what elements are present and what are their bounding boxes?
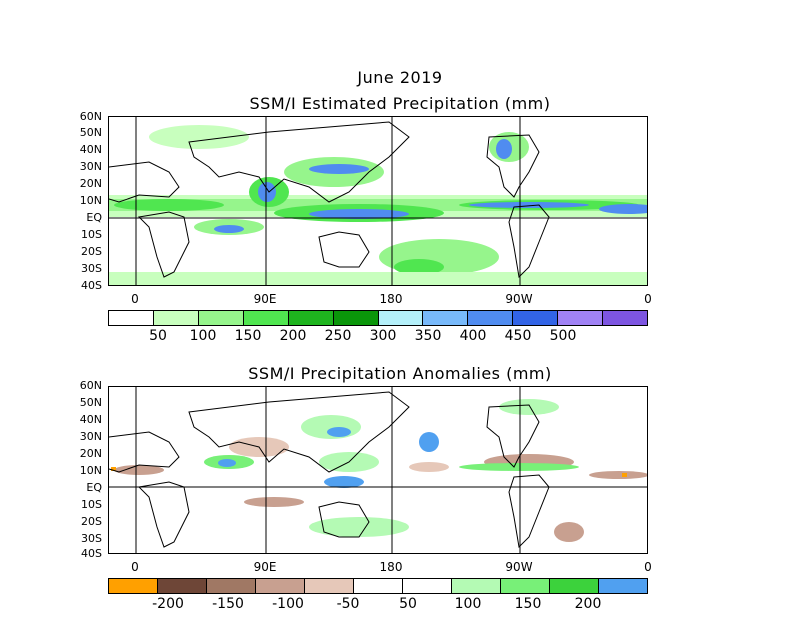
top-colorbar — [108, 310, 648, 326]
bottom-cbar-label-100: 100 — [454, 596, 482, 612]
bottom-cbar-label-200: 200 — [574, 596, 602, 612]
bottom-cbar-label-m50: -50 — [336, 596, 360, 612]
top-lon-180: 180 — [379, 292, 403, 306]
header-title: June 2019 — [357, 68, 443, 87]
bottom-colorbar-swatch — [207, 579, 256, 593]
bottom-map-graphic — [109, 387, 647, 553]
bottom-lon-90e: 90E — [253, 560, 277, 574]
bottom-cbar-label-m200: -200 — [152, 596, 184, 612]
top-colorbar-swatch — [468, 311, 514, 325]
top-colorbar-swatch — [513, 311, 559, 325]
top-map-graphic — [109, 117, 647, 285]
bottom-lat-10s: 10S — [81, 498, 102, 511]
top-cbar-label-450: 450 — [504, 328, 532, 344]
top-map-gridlines — [109, 117, 647, 285]
top-map-precip-fields — [109, 125, 647, 285]
bottom-cbar-label-150: 150 — [514, 596, 542, 612]
bottom-cbar-label-m100: -100 — [272, 596, 304, 612]
bottom-lat-eq: EQ — [86, 481, 102, 494]
top-colorbar-swatch — [243, 311, 289, 325]
bottom-colorbar-swatch — [550, 579, 599, 593]
top-colorbar-swatch — [423, 311, 469, 325]
top-lon-0-east: 0 — [644, 292, 652, 306]
bottom-lat-30s: 30S — [81, 532, 102, 545]
bottom-colorbar-swatch — [256, 579, 305, 593]
bottom-map-coastlines — [109, 391, 550, 549]
top-cbar-label-50: 50 — [149, 328, 167, 344]
top-lat-eq: EQ — [86, 211, 102, 224]
bottom-lat-40n: 40N — [79, 413, 102, 426]
bottom-colorbar-swatch — [403, 579, 452, 593]
bottom-cbar-label-m150: -150 — [212, 596, 244, 612]
top-lat-60n: 60N — [79, 110, 102, 123]
top-lon-0-west: 0 — [131, 292, 139, 306]
bottom-colorbar-swatch — [354, 579, 403, 593]
bottom-lon-180: 180 — [379, 560, 403, 574]
bottom-lat-10n: 10N — [79, 464, 102, 477]
bottom-colorbar-swatch — [599, 579, 647, 593]
bottom-cbar-label-50: 50 — [399, 596, 417, 612]
top-lat-50n: 50N — [79, 126, 102, 139]
top-colorbar-swatch — [558, 311, 604, 325]
bottom-colorbar-swatch — [109, 579, 158, 593]
bottom-map-panel — [108, 386, 648, 554]
top-colorbar-swatch — [198, 311, 244, 325]
bottom-lat-30n: 30N — [79, 430, 102, 443]
bottom-lat-40s: 40S — [81, 547, 102, 560]
bottom-colorbar-swatch — [452, 579, 501, 593]
bottom-lat-20n: 20N — [79, 447, 102, 460]
bottom-map-anomaly-fields — [111, 399, 647, 542]
bottom-lat-20s: 20S — [81, 515, 102, 528]
top-cbar-label-100: 100 — [189, 328, 217, 344]
bottom-lon-0-east: 0 — [644, 560, 652, 574]
bottom-lon-90w: 90W — [505, 560, 533, 574]
top-colorbar-swatch — [288, 311, 334, 325]
top-cbar-label-350: 350 — [414, 328, 442, 344]
bottom-colorbar-swatch — [501, 579, 550, 593]
top-lat-30s: 30S — [81, 262, 102, 275]
bottom-colorbar — [108, 578, 648, 594]
top-lon-90w: 90W — [505, 292, 533, 306]
bottom-colorbar-swatch — [305, 579, 354, 593]
top-colorbar-swatch — [378, 311, 424, 325]
top-lon-90e: 90E — [253, 292, 277, 306]
top-cbar-label-150: 150 — [234, 328, 262, 344]
top-colorbar-swatch — [109, 311, 154, 325]
bottom-lat-60n: 60N — [79, 379, 102, 392]
top-colorbar-swatch — [333, 311, 379, 325]
top-lat-10s: 10S — [81, 228, 102, 241]
top-colorbar-swatch — [603, 311, 648, 325]
top-cbar-label-200: 200 — [279, 328, 307, 344]
top-cbar-label-400: 400 — [459, 328, 487, 344]
top-cbar-label-250: 250 — [324, 328, 352, 344]
top-cbar-label-300: 300 — [369, 328, 397, 344]
top-lat-40s: 40S — [81, 279, 102, 292]
bottom-map-title: SSM/I Precipitation Anomalies (mm) — [248, 364, 552, 383]
top-map-title: SSM/I Estimated Precipitation (mm) — [249, 94, 551, 113]
bottom-lat-50n: 50N — [79, 396, 102, 409]
bottom-lon-0-west: 0 — [131, 560, 139, 574]
top-lat-40n: 40N — [79, 143, 102, 156]
top-map-coastlines — [109, 121, 550, 279]
top-map-panel — [108, 116, 648, 286]
bottom-colorbar-swatch — [158, 579, 207, 593]
top-lat-20s: 20S — [81, 245, 102, 258]
top-lat-10n: 10N — [79, 194, 102, 207]
top-cbar-label-500: 500 — [549, 328, 577, 344]
bottom-map-gridlines — [109, 387, 647, 553]
top-lat-20n: 20N — [79, 177, 102, 190]
top-colorbar-swatch — [153, 311, 199, 325]
top-lat-30n: 30N — [79, 160, 102, 173]
